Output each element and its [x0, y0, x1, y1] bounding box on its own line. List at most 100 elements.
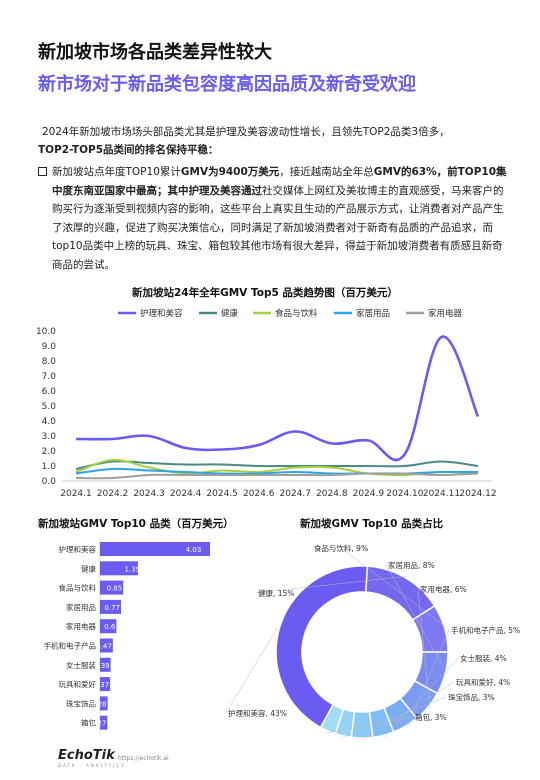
- bar: [100, 542, 210, 556]
- bar-category-label: 玩具和爱好: [59, 679, 97, 689]
- bar: [100, 715, 108, 730]
- echotik-logo: EchoTik: [58, 748, 115, 763]
- page-subtitle: 新市场对于新品类包容度高因品质及新奇受欢迎: [38, 74, 416, 95]
- bar: [100, 580, 124, 595]
- slice-label: 护理和美容, 43%: [228, 708, 287, 718]
- bar-category-label: 健康: [81, 563, 96, 573]
- bullet-part-4: GMV的63%，前TOP10集中度东南亚国家中最高；其中护理及美容通过: [52, 166, 507, 197]
- bar-value-label: 0.28: [91, 700, 107, 708]
- y-tick-label: 0.0: [42, 477, 57, 487]
- slice-label: 家居用品, 8%: [388, 560, 435, 570]
- pie-chart-title: 新加坡GMV Top10 品类占比: [300, 518, 444, 530]
- series-line: [75, 472, 479, 480]
- intro-line-2: TOP2-TOP5品类间的排名保持平稳：: [38, 144, 219, 156]
- legend-label: 食品与饮料: [275, 308, 318, 319]
- bar-category-label: 家居用品: [66, 602, 96, 612]
- bar: [100, 619, 117, 634]
- bar-chart-title: 新加坡站GMV Top10 品类（百万美元）: [38, 518, 234, 530]
- slice-label: 家用电器, 6%: [420, 584, 467, 594]
- slice-leader-line: [225, 627, 278, 714]
- y-tick-label: 1.0: [42, 462, 57, 472]
- bar-value-label: 1.39: [124, 565, 140, 573]
- bullet-paragraph: 新加坡站点年度TOP10累计GMV为9400万美元，接近越南站全年总GMV的63…: [38, 163, 508, 274]
- bar-category-label: 箱包: [81, 718, 96, 728]
- bar-category-label: 珠宝饰品: [66, 698, 96, 708]
- bar: [100, 677, 111, 692]
- slice-label: 健康, 15%: [258, 588, 294, 598]
- x-tick-label: 2024.10: [386, 489, 423, 499]
- bar-value-label: 4.03: [186, 546, 202, 554]
- footer-url: https://echotik.ai: [118, 755, 169, 762]
- y-tick-label: 10.0: [36, 327, 56, 337]
- bullet-part-1: 新加坡站点年度TOP10累计: [52, 166, 181, 178]
- y-tick-label: 9.0: [42, 342, 57, 352]
- x-tick-label: 2024.12: [459, 489, 496, 499]
- x-tick-label: 2024.8: [316, 489, 348, 499]
- x-tick-label: 2024.6: [243, 489, 275, 499]
- slice-label: 珠宝饰品, 3%: [448, 692, 495, 702]
- slice-leader-line: [342, 696, 447, 739]
- y-tick-label: 7.0: [42, 372, 57, 382]
- bullet-part-3: ，接近越南站全年总: [279, 166, 374, 178]
- donut-slice: [275, 565, 369, 729]
- bullet-text: 新加坡站点年度TOP10累计GMV为9400万美元，接近越南站全年总GMV的63…: [38, 163, 508, 274]
- bar-category-label: 家用电器: [66, 621, 96, 631]
- bar: [100, 657, 111, 672]
- slice-leader-line: [327, 716, 414, 734]
- bar-value-label: 0.37: [94, 681, 110, 689]
- slice-label: 玩具和爱好, 4%: [456, 677, 510, 687]
- slice-label: 女士服装, 4%: [460, 653, 507, 663]
- slice-leader-line: [406, 629, 450, 728]
- bar-value-label: 0.85: [107, 585, 123, 593]
- legend-label: 护理和美容: [140, 308, 183, 319]
- y-tick-label: 6.0: [42, 387, 57, 397]
- slice-leader-line: [255, 576, 407, 594]
- slice-leader-line: [417, 588, 431, 709]
- slice-leader-line: [385, 564, 448, 675]
- bar-value-label: 0.77: [104, 604, 120, 612]
- page-title: 新加坡市场各品类差异性较大: [38, 42, 272, 63]
- bullet-part-2: GMV为9400万美元: [180, 166, 280, 178]
- series-line: [75, 460, 479, 470]
- bar: [100, 599, 122, 614]
- bar-category-label: 女士服装: [66, 660, 96, 670]
- slice-label: 箱包, 3%: [415, 712, 447, 722]
- bar: [100, 638, 113, 653]
- bar-value-label: 0.6: [104, 623, 116, 631]
- slice-label: 手机和电子产品, 5%: [451, 625, 520, 635]
- y-tick-label: 2.0: [42, 447, 57, 457]
- bar-value-label: 0.27: [91, 720, 107, 728]
- slice-leader-line: [340, 547, 447, 628]
- legend-label: 健康: [221, 308, 239, 319]
- legend-label: 家居用品: [356, 308, 390, 319]
- bar-category-label: 手机和电子产品: [44, 641, 97, 651]
- slice-label: 食品与饮料, 9%: [314, 543, 368, 553]
- bar-value-label: 0.39: [94, 662, 110, 670]
- y-tick-label: 8.0: [42, 357, 57, 367]
- y-tick-label: 5.0: [42, 402, 57, 412]
- bar: [100, 561, 138, 576]
- bullet-part-5: 社交媒体上网红及美妆博主的直观感受，马来客户的购买行为逐渐受到视频内容的影响，这…: [52, 184, 504, 271]
- x-tick-label: 2024.3: [133, 489, 165, 499]
- bar: [100, 696, 108, 711]
- x-tick-label: 2024.9: [353, 489, 385, 499]
- x-tick-label: 2024.11: [423, 489, 460, 499]
- x-tick-label: 2024.1: [60, 489, 92, 499]
- series-line: [75, 335, 480, 462]
- legend-label: 家用电器: [428, 308, 463, 319]
- y-tick-label: 3.0: [42, 432, 57, 442]
- intro-line-1: 2024年新加坡市场场头部品类尤其是护理及美容波动性增长，且领先TOP2品类3倍…: [42, 126, 450, 138]
- series-line: [75, 458, 479, 477]
- intro-paragraph: 2024年新加坡市场场头部品类尤其是护理及美容波动性增长，且领先TOP2品类3倍…: [38, 123, 508, 159]
- bar-category-label: 护理和美容: [59, 544, 97, 554]
- slice-leader-line: [383, 657, 459, 738]
- x-tick-label: 2024.2: [97, 489, 129, 499]
- bar-value-label: 0.47: [96, 643, 112, 651]
- x-tick-label: 2024.5: [206, 489, 238, 499]
- x-tick-label: 2024.7: [280, 489, 312, 499]
- slice-leader-line: [361, 681, 455, 741]
- x-tick-label: 2024.4: [170, 489, 202, 499]
- line-chart-title: 新加坡站24年全年GMV Top5 品类趋势图（百万美元）: [132, 287, 398, 299]
- bar-category-label: 食品与饮料: [59, 583, 97, 593]
